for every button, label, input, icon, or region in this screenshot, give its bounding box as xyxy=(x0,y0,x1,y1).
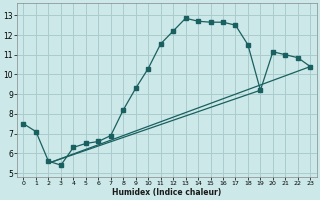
X-axis label: Humidex (Indice chaleur): Humidex (Indice chaleur) xyxy=(112,188,221,197)
